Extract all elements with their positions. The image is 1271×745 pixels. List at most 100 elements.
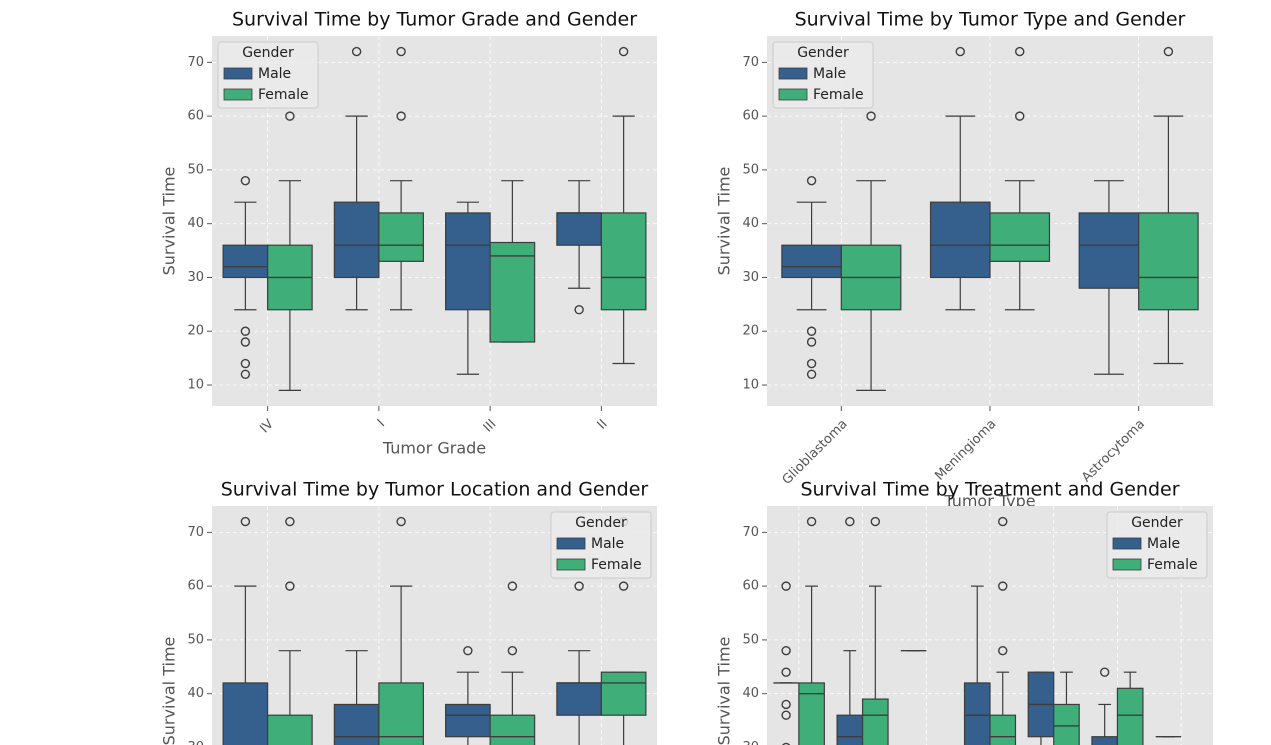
box [861,698,889,745]
y-axis-label: Survival Time [160,637,179,745]
legend-title: Gender [242,45,294,61]
y-tick-label: 50 [742,632,759,647]
outlier [351,46,362,57]
legend-title: Gender [1131,515,1183,531]
outlier [240,326,251,336]
outlier [240,175,251,186]
box [1053,703,1080,745]
legend-label: Female [813,87,864,103]
outlier [240,369,251,379]
box [445,212,491,311]
outlier [806,516,817,527]
y-tick-label: 20 [742,324,759,339]
outlier [806,326,817,336]
x-tick-label: IV [257,417,277,437]
y-tick-label: 30 [187,740,204,745]
outlier [781,710,791,720]
outlier [285,516,295,527]
outlier [285,581,295,591]
box [963,682,991,745]
outlier [396,111,406,121]
legend: Gender Male Female [217,41,319,109]
legend-label: Male [813,66,846,82]
y-tick-label: 40 [742,216,759,231]
box [989,714,1017,745]
box [489,241,536,343]
y-tick-label: 40 [742,686,759,701]
y-tick-label: 10 [742,378,759,393]
x-tick-label: Meningioma [932,417,999,484]
subplot-title: Survival Time by Tumor Grade and Gender [232,9,637,31]
legend-label: Male [1147,536,1180,552]
y-tick-label: 50 [742,162,759,177]
outlier [396,516,406,527]
y-tick-label: 40 [187,216,204,231]
outlier [463,645,473,656]
x-tick-label: I [375,417,388,430]
outlier [618,46,629,57]
legend-swatch [778,88,808,101]
y-tick-label: 70 [742,525,759,540]
legend: Gender Male Female [772,41,874,109]
x-tick-label: Glioblastoma [780,417,851,488]
outlier [998,516,1008,527]
y-tick-label: 30 [187,270,204,285]
box [445,703,491,738]
subplot: 10203040506070Survival Time by Tumor Loc… [160,479,657,745]
legend-title: Gender [575,515,627,531]
legend-label: Male [258,66,291,82]
outlier [781,581,791,591]
y-axis-label: Survival Time [715,167,734,276]
y-tick-label: 10 [187,378,204,393]
box [378,212,424,262]
outlier [845,516,855,527]
outlier [618,581,629,591]
outlier [1015,46,1025,57]
outlier [806,175,817,186]
subplot-title: Survival Time by Tumor Type and Gender [795,9,1186,31]
outlier [955,46,965,57]
y-axis-label: Survival Time [715,637,734,745]
legend-swatch [556,558,586,571]
y-axis-label: Survival Time [160,167,179,276]
subplot-title: Survival Time by Treatment and Gender [800,479,1179,501]
box [489,714,536,745]
box [600,212,647,311]
outlier [574,305,584,315]
x-tick-label: Astrocytoma [1079,417,1148,486]
outlier [240,516,251,527]
box [222,682,269,745]
legend: Gender Male Female [1106,511,1208,579]
legend-swatch [223,88,253,101]
legend-title: Gender [797,45,849,61]
subplot: 10 20 30 40 50 60 70 Glioblastoma Meningioma Astr… [715,9,1213,511]
legend-swatch [223,67,253,80]
outlier [1099,667,1110,677]
y-tick-label: 60 [742,579,759,594]
outlier [998,581,1008,591]
outlier [781,645,791,656]
box [556,212,602,246]
outlier [285,111,295,121]
legend-label: Female [258,87,309,103]
outlier [781,667,791,677]
y-tick-label: 30 [742,740,759,745]
y-tick-label: 60 [187,109,204,124]
box [798,682,825,745]
box [1138,212,1199,311]
legend-label: Male [591,536,624,552]
outlier [574,581,584,591]
legend: Gender Male Female [550,511,652,579]
outlier [870,516,881,527]
box [1078,212,1140,289]
box [333,703,380,745]
box [556,682,602,716]
outlier [806,369,817,379]
outlier [240,337,251,347]
outlier [1163,46,1174,57]
legend-swatch [778,67,808,80]
outlier [396,46,406,57]
x-axis-label: Tumor Grade [382,439,486,458]
